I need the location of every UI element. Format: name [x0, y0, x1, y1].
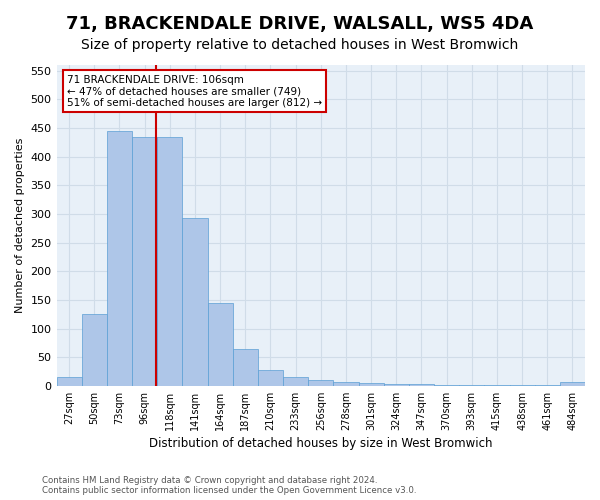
Bar — [334, 382, 359, 386]
Bar — [258, 370, 283, 386]
Bar — [509, 385, 535, 386]
Bar — [82, 314, 107, 386]
Bar — [383, 384, 409, 386]
Bar — [107, 131, 132, 386]
Bar — [484, 385, 509, 386]
Text: Contains HM Land Registry data © Crown copyright and database right 2024.
Contai: Contains HM Land Registry data © Crown c… — [42, 476, 416, 495]
Bar — [182, 218, 208, 386]
Y-axis label: Number of detached properties: Number of detached properties — [15, 138, 25, 313]
Bar — [132, 136, 157, 386]
Text: Size of property relative to detached houses in West Bromwich: Size of property relative to detached ho… — [82, 38, 518, 52]
Bar — [560, 382, 585, 386]
Bar — [308, 380, 334, 386]
X-axis label: Distribution of detached houses by size in West Bromwich: Distribution of detached houses by size … — [149, 437, 493, 450]
Bar — [233, 348, 258, 386]
Bar — [535, 385, 560, 386]
Text: 71 BRACKENDALE DRIVE: 106sqm
← 47% of detached houses are smaller (749)
51% of s: 71 BRACKENDALE DRIVE: 106sqm ← 47% of de… — [67, 74, 322, 108]
Bar — [434, 384, 459, 386]
Bar — [283, 377, 308, 386]
Bar — [459, 384, 484, 386]
Bar — [359, 383, 383, 386]
Bar — [56, 377, 82, 386]
Bar — [157, 136, 182, 386]
Bar — [409, 384, 434, 386]
Text: 71, BRACKENDALE DRIVE, WALSALL, WS5 4DA: 71, BRACKENDALE DRIVE, WALSALL, WS5 4DA — [67, 15, 533, 33]
Bar — [208, 303, 233, 386]
